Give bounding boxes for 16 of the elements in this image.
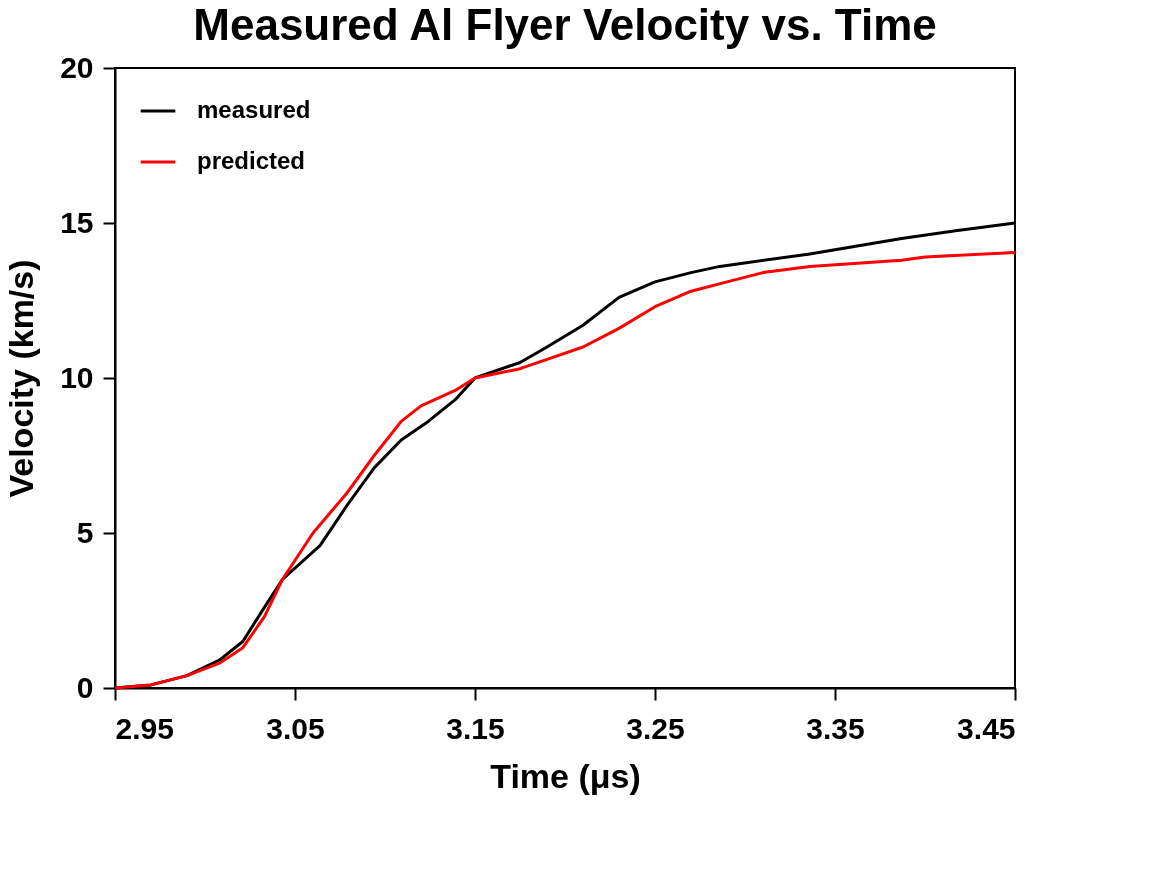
y-tick-label: 20 [60,50,94,84]
x-tick-label: 3.15 [446,711,505,745]
y-tick-label: 0 [76,670,94,704]
chart-title: Measured Al Flyer Velocity vs. Time [193,0,937,49]
y-tick-label: 15 [60,205,94,239]
x-tick-label: 3.25 [626,711,685,745]
y-tick-label: 5 [76,515,94,549]
legend-label: predicted [197,147,306,174]
legend-label: measured [197,96,311,123]
x-tick-label: 3.05 [266,711,325,745]
x-tick-label: 3.45 [957,711,1016,745]
y-axis-title: Velocity (km/s) [2,259,41,498]
x-tick-label: 2.95 [115,711,174,745]
y-tick-label: 10 [60,360,94,394]
x-axis-title: Time (μs) [490,756,641,795]
x-tick-label: 3.35 [806,711,865,745]
